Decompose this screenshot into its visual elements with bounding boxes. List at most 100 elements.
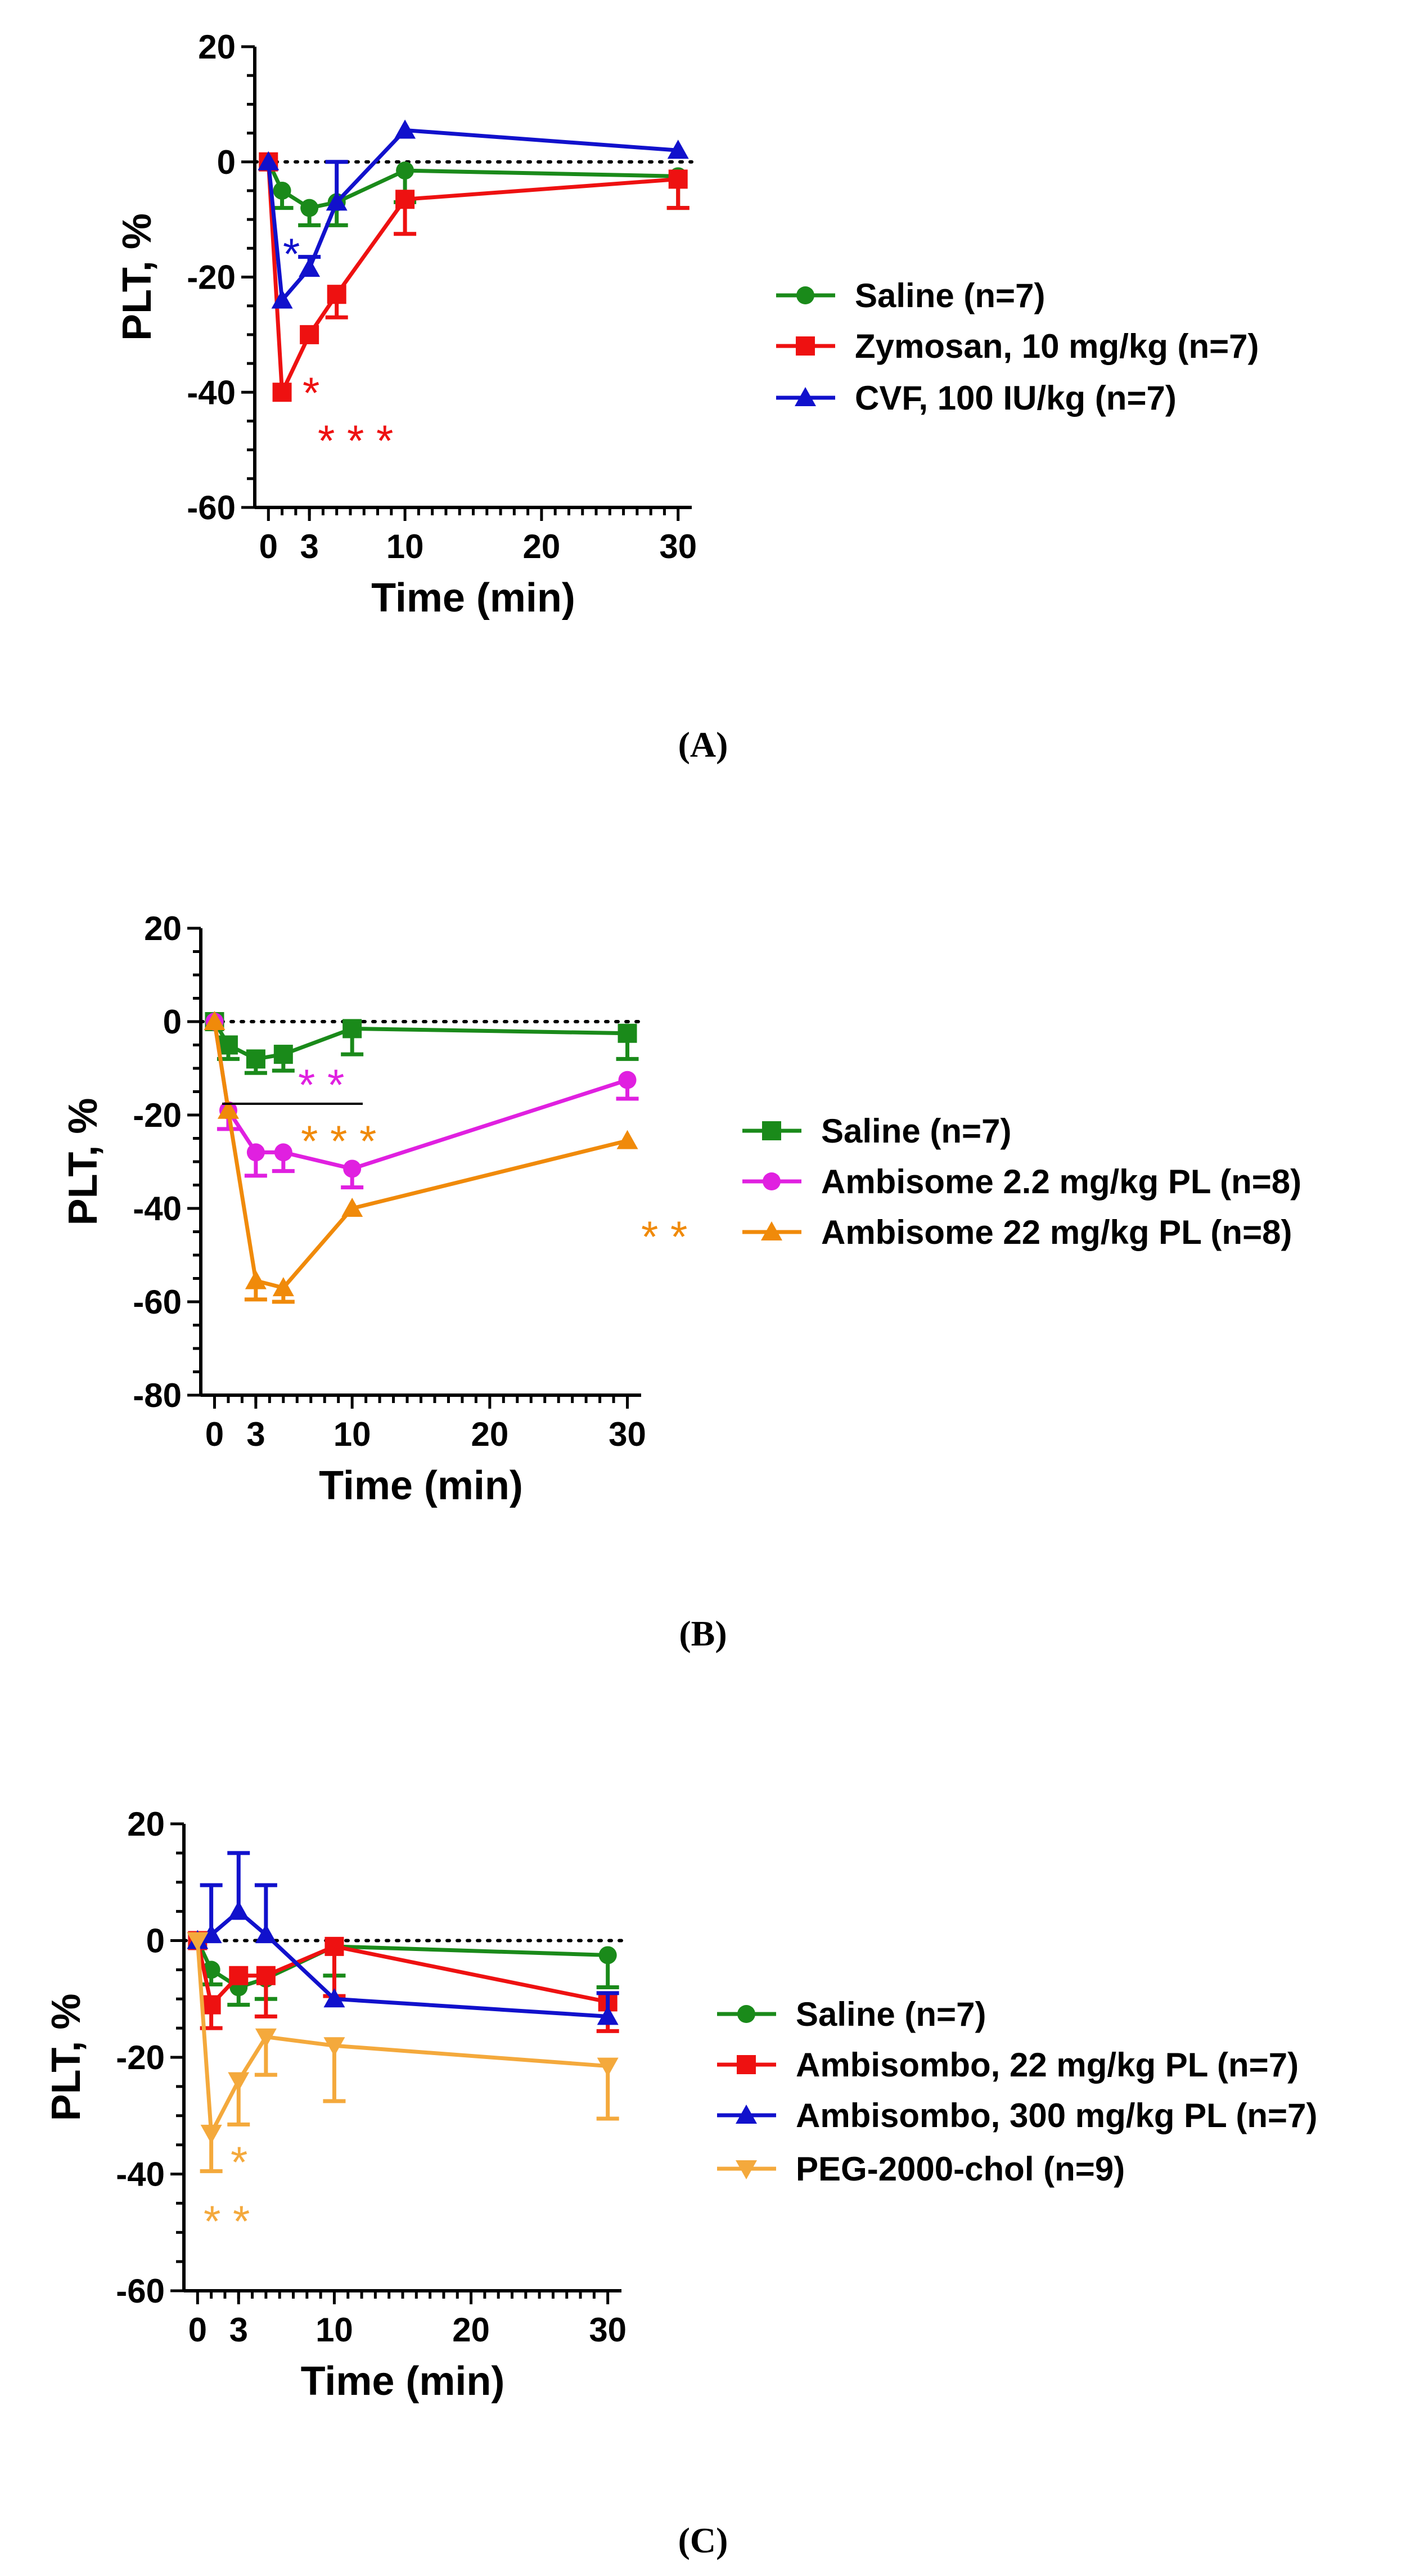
y-tick-label: -60 [133, 1283, 182, 1321]
data-point [271, 289, 293, 309]
x-tick-label: 30 [659, 528, 697, 565]
x-tick-label: 3 [246, 1415, 265, 1453]
data-point [616, 1130, 638, 1149]
legend-marker [763, 1172, 781, 1190]
series-0 [188, 1931, 619, 2007]
legend-entry: Ambisome 22 mg/kg PL (n=8) [742, 1213, 1292, 1251]
data-point [325, 1936, 344, 1956]
series-1 [205, 1013, 639, 1190]
legend-marker [796, 336, 815, 356]
significance-mark: * * * [301, 1116, 376, 1166]
legend-label: Saline (n=7) [821, 1112, 1011, 1150]
y-tick-label: 0 [146, 1922, 165, 1960]
series-line [213, 1021, 628, 1291]
y-tick-label: -40 [187, 374, 236, 411]
legend-label: Saline (n=7) [796, 1995, 986, 2033]
data-point [228, 1900, 250, 1920]
significance-mark: * * [641, 1212, 687, 1261]
series-0 [259, 152, 690, 227]
legend-marker [736, 2160, 757, 2179]
legend-marker [736, 2105, 757, 2124]
x-tick-label: 10 [334, 1415, 371, 1453]
y-tick-label: 20 [198, 28, 236, 66]
significance-mark: * * [298, 1060, 344, 1109]
legend-entry: Saline (n=7) [717, 1995, 986, 2033]
x-tick-label: 10 [386, 528, 424, 565]
x-tick-label: 10 [316, 2311, 353, 2349]
data-point [300, 199, 319, 217]
y-tick-label: 0 [163, 1003, 182, 1041]
y-axis-label: PLT, % [61, 1098, 106, 1226]
x-tick-label: 20 [523, 528, 561, 565]
series-2 [258, 119, 689, 309]
panel-caption: (A) [678, 725, 728, 765]
legend-marker [795, 387, 816, 406]
legend-entry: Saline (n=7) [742, 1112, 1011, 1150]
legend-marker [737, 2055, 756, 2074]
y-tick-label: -20 [116, 2039, 165, 2076]
y-tick-label: -20 [187, 259, 236, 296]
x-tick-label: 20 [452, 2311, 490, 2349]
x-tick-label: 3 [300, 528, 318, 565]
legend-label: Ambisome 2.2 mg/kg PL (n=8) [821, 1163, 1301, 1201]
data-point [323, 2037, 345, 2057]
x-tick-label: 30 [589, 2311, 627, 2349]
x-tick-label: 30 [609, 1415, 646, 1453]
series-1 [259, 152, 690, 402]
y-axis-label: PLT, % [44, 1994, 89, 2121]
data-point [255, 1924, 277, 1944]
series-3 [187, 1932, 619, 2173]
data-point [246, 1143, 265, 1162]
legend-entry: Ambisome 2.2 mg/kg PL (n=8) [742, 1163, 1301, 1201]
series-line [195, 1940, 608, 2141]
data-point [245, 1270, 267, 1289]
data-point [396, 161, 414, 180]
x-tick-label: 20 [471, 1415, 508, 1453]
panel-caption: (C) [678, 2520, 728, 2560]
panel-caption: (B) [679, 1613, 727, 1653]
series-line [266, 161, 678, 393]
y-tick-label: -60 [187, 489, 236, 527]
x-axis-label: Time (min) [319, 1463, 523, 1508]
data-point [341, 1198, 363, 1217]
data-point [668, 169, 688, 189]
x-axis-label: Time (min) [301, 2359, 505, 2404]
x-tick-label: 3 [229, 2311, 248, 2349]
legend-entry: Ambisombo, 300 mg/kg PL (n=7) [717, 2097, 1317, 2134]
y-tick-label: 0 [217, 143, 236, 181]
data-point [229, 1966, 249, 1985]
y-tick-label: -40 [116, 2156, 165, 2193]
series-0 [205, 1012, 639, 1075]
legend-label: PEG-2000-chol (n=9) [796, 2150, 1125, 2188]
data-point [201, 1995, 221, 2015]
data-point [343, 1019, 362, 1039]
data-point [187, 1932, 209, 1952]
data-point [598, 1946, 617, 1964]
data-point [200, 2124, 222, 2144]
significance-mark: * * * [318, 416, 393, 465]
x-tick-label: 0 [259, 528, 278, 565]
y-tick-label: -40 [133, 1190, 182, 1228]
data-point [274, 1143, 292, 1162]
legend-entry: Zymosan, 10 mg/kg (n=7) [776, 327, 1259, 365]
data-point [597, 2006, 619, 2025]
data-point [597, 2057, 619, 2077]
data-point [272, 383, 292, 402]
y-tick-label: -60 [116, 2272, 165, 2310]
y-axis-label: PLT, % [115, 213, 160, 341]
data-point [272, 1277, 294, 1297]
legend-marker [761, 1221, 782, 1240]
data-point [326, 191, 348, 211]
data-point [299, 258, 321, 277]
legend-entry: Saline (n=7) [776, 277, 1045, 314]
data-point [258, 151, 280, 170]
y-tick-label: 20 [127, 1805, 165, 1843]
legend-label: Saline (n=7) [855, 277, 1045, 314]
x-tick-label: 0 [205, 1415, 224, 1453]
data-point [343, 1159, 362, 1178]
data-point [273, 181, 291, 200]
significance-mark: * * [204, 2196, 250, 2246]
legend-entry: CVF, 100 IU/kg (n=7) [776, 379, 1177, 417]
